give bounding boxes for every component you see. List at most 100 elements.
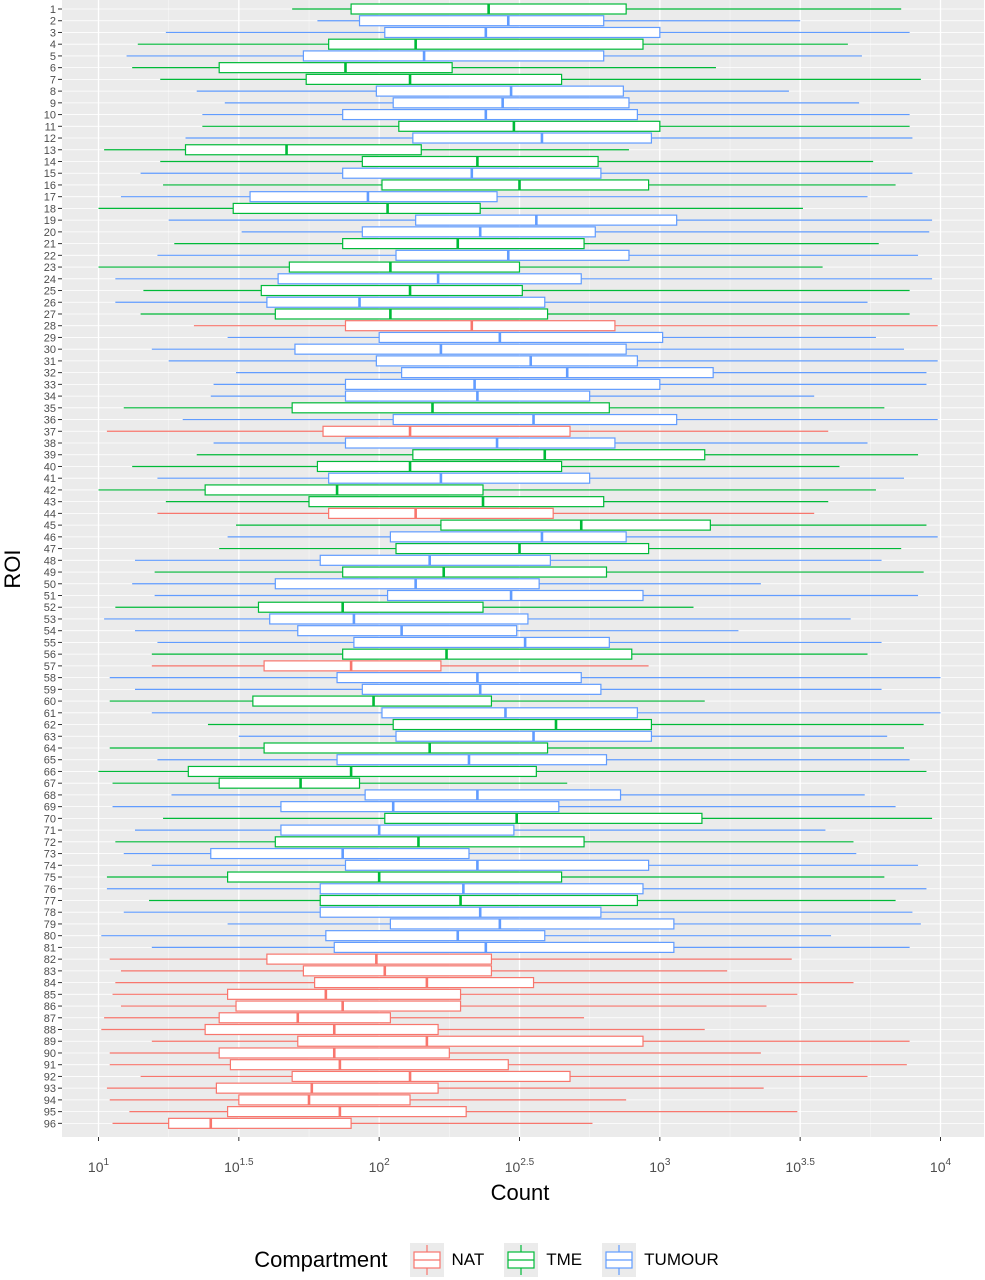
box-iqr: [386, 589, 644, 602]
x-tick-labels: 101 101.5 102 102.5 103 103.5 104: [88, 1137, 952, 1175]
box-roi-50: [132, 578, 761, 590]
box-roi-15: [140, 167, 913, 179]
box-roi-11: [202, 120, 910, 132]
box-iqr: [342, 238, 585, 250]
box-iqr: [381, 179, 650, 191]
box-roi-70: [163, 812, 933, 824]
box-roi-90: [109, 1047, 761, 1059]
y-tick-label: 9: [50, 98, 56, 110]
y-tick-label: 66: [44, 766, 56, 778]
box-roi-68: [171, 789, 865, 801]
y-tick-label: 63: [44, 731, 56, 743]
box-roi-27: [140, 308, 910, 320]
box-roi-96: [112, 1117, 593, 1129]
y-tick-label: 3: [50, 27, 56, 39]
box-roi-19: [168, 214, 933, 226]
y-tick-label: 5: [50, 51, 56, 63]
y-tick-label: 13: [44, 145, 56, 157]
legend-item-nat: NAT: [409, 1243, 484, 1277]
box-iqr: [392, 718, 653, 731]
box-roi-21: [174, 238, 879, 250]
y-tick-label: 38: [44, 438, 56, 450]
y-tick-label: 80: [44, 931, 56, 943]
box-roi-66: [98, 765, 927, 778]
box-roi-45: [236, 519, 927, 531]
box-roi-34: [210, 390, 815, 402]
box-roi-76: [106, 883, 927, 895]
y-tick-label: 37: [44, 426, 56, 438]
box-iqr: [277, 273, 582, 285]
box-roi-38: [213, 437, 868, 449]
box-iqr: [266, 296, 546, 308]
legend-key-tme: [504, 1243, 539, 1277]
y-tick-label: 6: [50, 63, 56, 75]
x-tick-label: 104: [930, 1157, 952, 1175]
y-tick-label: 26: [44, 297, 56, 309]
y-tick-label: 91: [44, 1060, 56, 1072]
box-roi-8: [196, 85, 789, 97]
box-iqr: [333, 941, 675, 954]
y-tick-label: 2: [50, 16, 56, 28]
box-iqr: [364, 789, 622, 801]
y-tick-label: 16: [44, 180, 56, 192]
box-roi-7: [160, 73, 921, 85]
box-roi-72: [115, 836, 854, 848]
box-roi-88: [101, 1023, 705, 1036]
box-iqr: [361, 155, 599, 168]
box-roi-59: [134, 683, 882, 695]
y-tick-label: 49: [44, 567, 56, 579]
box-roi-22: [157, 249, 919, 261]
y-tick-label: 30: [44, 344, 56, 356]
box-roi-5: [126, 50, 862, 62]
y-tick-label: 75: [44, 872, 56, 884]
box-roi-58: [109, 672, 941, 684]
box-iqr: [361, 683, 602, 695]
box-roi-63: [238, 730, 888, 742]
y-tick-label: 68: [44, 790, 56, 802]
x-tick-label: 103.5: [785, 1157, 815, 1175]
box-roi-9: [224, 97, 860, 109]
y-tick-label: 72: [44, 837, 56, 849]
box-iqr: [274, 578, 540, 590]
box-iqr: [204, 1023, 439, 1036]
box-roi-77: [149, 894, 896, 907]
box-roi-89: [151, 1035, 910, 1047]
y-tick-label: 82: [44, 954, 56, 966]
y-tick-label: 22: [44, 250, 56, 262]
box-roi-65: [157, 754, 910, 766]
y-tick-label: 77: [44, 895, 56, 907]
box-iqr: [415, 214, 678, 226]
y-tick-label: 52: [44, 602, 56, 614]
y-tick-label: 93: [44, 1083, 56, 1095]
box-iqr: [229, 1059, 509, 1071]
box-iqr: [297, 1035, 644, 1047]
y-tick-label: 87: [44, 1013, 56, 1025]
box-iqr: [260, 284, 523, 297]
y-tick-label: 29: [44, 332, 56, 344]
box-iqr: [280, 801, 560, 813]
y-tick-label: 64: [44, 743, 56, 755]
box-iqr: [291, 402, 610, 414]
x-tick-label: 101.5: [224, 1157, 254, 1175]
box-roi-39: [196, 449, 919, 461]
box-iqr: [274, 308, 549, 320]
box-roi-95: [129, 1106, 798, 1118]
box-roi-41: [157, 472, 905, 484]
box-roi-67: [112, 777, 568, 789]
box-iqr: [342, 108, 638, 121]
box-iqr: [384, 812, 703, 824]
box-iqr: [184, 144, 422, 156]
y-tick-label: 32: [44, 368, 56, 380]
y-tick-label: 12: [44, 133, 56, 145]
box-roi-1: [292, 3, 902, 15]
box-roi-69: [112, 801, 896, 813]
box-iqr: [218, 62, 453, 74]
y-tick-label: 65: [44, 755, 56, 767]
x-axis-label: Count: [491, 1180, 550, 1205]
y-tick-label: 85: [44, 989, 56, 1001]
box-iqr: [319, 883, 644, 895]
box-iqr: [204, 484, 484, 496]
box-iqr: [389, 918, 675, 930]
legend-label-tme: TME: [546, 1250, 583, 1269]
y-tick-label: 41: [44, 473, 56, 485]
